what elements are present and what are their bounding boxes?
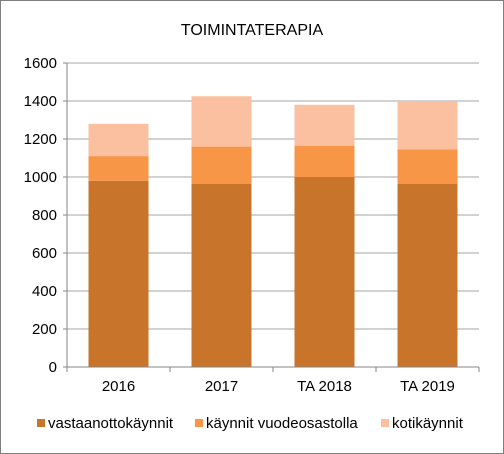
bar-segment bbox=[397, 183, 458, 367]
y-tick-label: 1000 bbox=[24, 169, 57, 186]
y-tick-label: 1200 bbox=[24, 131, 57, 148]
y-tick-label: 800 bbox=[32, 207, 57, 224]
bar-segment bbox=[191, 146, 252, 184]
legend-swatch bbox=[381, 419, 389, 427]
y-tick-label: 1600 bbox=[24, 55, 57, 72]
legend-label: käynnit vuodeosastolla bbox=[206, 415, 358, 432]
bar-segment bbox=[294, 104, 355, 146]
legend-swatch bbox=[37, 419, 45, 427]
bar-segment bbox=[191, 96, 252, 147]
axes bbox=[63, 62, 480, 372]
bar-segment bbox=[88, 156, 149, 181]
bar-segment bbox=[294, 145, 355, 177]
bar-segment bbox=[88, 180, 149, 367]
bar-segment bbox=[191, 183, 252, 367]
legend-label: kotikäynnit bbox=[392, 415, 464, 432]
y-tick-label: 0 bbox=[49, 359, 57, 376]
y-tick-label: 600 bbox=[32, 245, 57, 262]
y-tick-label: 200 bbox=[32, 321, 57, 338]
x-axis-ticks: 2016 2017 TA 2018 TA 2019 bbox=[102, 378, 455, 395]
y-tick-label: 400 bbox=[32, 283, 57, 300]
x-tick-label: TA 2018 bbox=[297, 378, 352, 395]
bars bbox=[88, 96, 458, 367]
legend-swatch bbox=[195, 419, 203, 427]
bar-segment bbox=[88, 123, 149, 157]
x-tick-label: TA 2019 bbox=[400, 378, 455, 395]
bar-segment bbox=[397, 101, 458, 150]
y-axis-ticks: 0 200 400 600 800 1000 1200 1400 1600 bbox=[24, 55, 57, 376]
y-tick-label: 1400 bbox=[24, 93, 57, 110]
x-tick-label: 2017 bbox=[205, 378, 238, 395]
legend: vastaanottokäynnit käynnit vuodeosastolla… bbox=[37, 415, 464, 432]
chart-title: TOIMINTATERAPIA bbox=[181, 22, 324, 39]
bar-segment bbox=[397, 149, 458, 184]
legend-label: vastaanottokäynnit bbox=[48, 415, 174, 432]
bar-segment bbox=[294, 177, 355, 367]
x-tick-label: 2016 bbox=[102, 378, 135, 395]
